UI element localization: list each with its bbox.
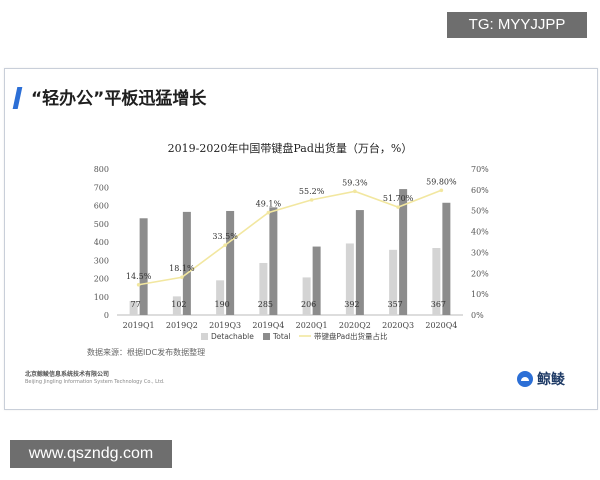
x-tick-label: 2019Q1 <box>123 321 155 330</box>
y2-tick-label: 60% <box>471 186 489 195</box>
total-bar <box>182 211 191 315</box>
chart-title: 2019-2020年中国带键盘Pad出货量（万台，%） <box>168 141 413 155</box>
share-point <box>136 282 141 287</box>
y-tick-label: 0 <box>104 311 109 320</box>
legend-label-detachable: Detachable <box>211 332 254 341</box>
detachable-bar <box>302 277 311 315</box>
y-tick-label: 200 <box>94 275 109 284</box>
legend-swatch-detachable <box>201 333 208 340</box>
detachable-bar <box>432 248 441 315</box>
detachable-value-label: 285 <box>258 300 273 309</box>
detachable-value-label: 190 <box>214 300 229 309</box>
share-value-label: 51.70% <box>383 194 414 203</box>
y2-tick-label: 10% <box>471 290 489 299</box>
data-source-note: 数据来源：根据IDC发布数据整理 <box>87 348 206 357</box>
share-point <box>223 243 227 247</box>
share-point <box>396 205 400 209</box>
share-point <box>309 198 314 202</box>
share-value-label: 59.3% <box>342 178 368 187</box>
x-tick-label: 2020Q1 <box>296 321 328 330</box>
total-bar <box>442 202 451 315</box>
share-line <box>138 189 442 286</box>
company-logo: 鲸鲮 <box>517 369 565 389</box>
y-tick-label: 700 <box>94 183 109 192</box>
total-bar <box>269 207 278 315</box>
y2-tick-label: 20% <box>471 269 489 278</box>
total-bar <box>226 210 235 315</box>
share-value-label: 49.1% <box>256 200 282 209</box>
total-bar <box>399 189 408 315</box>
legend-swatch-total <box>263 333 270 340</box>
x-tick-label: 2019Q2 <box>166 321 198 330</box>
y2-tick-label: 70% <box>471 165 489 174</box>
detachable-value-label: 77 <box>131 300 141 309</box>
detachable-bar <box>259 262 268 315</box>
detachable-bar <box>345 243 354 315</box>
share-value-label: 14.5% <box>126 272 152 281</box>
share-point <box>353 189 357 194</box>
share-value-label: 33.5% <box>212 232 238 241</box>
company-name-cn: 北京鲸鲮信息系统技术有限公司 <box>25 371 110 378</box>
y2-tick-label: 30% <box>471 248 489 257</box>
x-tick-label: 2020Q3 <box>382 321 414 330</box>
bottom-watermark-tag: www.qszndg.com <box>10 440 172 468</box>
share-point <box>180 275 184 280</box>
share-point <box>439 188 444 193</box>
detachable-value-label: 102 <box>171 300 186 309</box>
y-tick-label: 500 <box>94 220 109 229</box>
y-tick-label: 800 <box>94 165 109 174</box>
slide-title: “轻办公”平板迅猛增长 <box>31 89 207 109</box>
y2-tick-label: 40% <box>471 228 489 237</box>
share-value-label: 55.2% <box>299 187 325 196</box>
x-tick-label: 2019Q4 <box>252 321 284 330</box>
share-value-label: 18.1% <box>169 264 195 273</box>
x-tick-label: 2020Q4 <box>425 321 457 330</box>
top-watermark-tag: TG: MYYJJPP <box>447 12 587 38</box>
share-value-label: 59.80% <box>426 177 457 186</box>
y2-tick-label: 0% <box>471 311 484 320</box>
total-bar <box>312 246 321 315</box>
total-bar <box>355 210 364 315</box>
detachable-bar <box>129 300 138 315</box>
share-point <box>266 210 271 215</box>
detachable-bar <box>216 280 225 315</box>
legend-label-total: Total <box>272 332 291 341</box>
detachable-value-label: 206 <box>301 300 316 309</box>
total-bar <box>139 218 148 315</box>
y-tick-label: 100 <box>94 293 109 302</box>
y-tick-label: 300 <box>94 256 109 265</box>
slide-card: “轻办公”平板迅猛增长 2019-2020年中国带键盘Pad出货量（万台，%） 0… <box>4 68 598 410</box>
logo-text: 鲸鲮 <box>537 372 565 388</box>
detachable-bar <box>389 249 398 315</box>
legend-label-share: 带键盘Pad出货量占比 <box>314 331 388 341</box>
detachable-bar <box>172 296 181 315</box>
shipment-chart: 2019-2020年中国带键盘Pad出货量（万台，%） 0 100 200 300 400… <box>94 141 489 341</box>
y-tick-label: 400 <box>94 238 109 247</box>
y2-tick-label: 50% <box>471 207 489 216</box>
detachable-value-label: 367 <box>431 300 446 309</box>
y-tick-label: 600 <box>94 202 109 211</box>
company-name-en: Beijing Jingling Information System Tech… <box>25 379 165 385</box>
x-tick-label: 2019Q3 <box>209 321 241 330</box>
detachable-value-label: 357 <box>387 300 402 309</box>
whale-logo-icon <box>517 371 533 387</box>
detachable-value-label: 392 <box>344 300 359 309</box>
x-tick-label: 2020Q2 <box>339 321 371 330</box>
